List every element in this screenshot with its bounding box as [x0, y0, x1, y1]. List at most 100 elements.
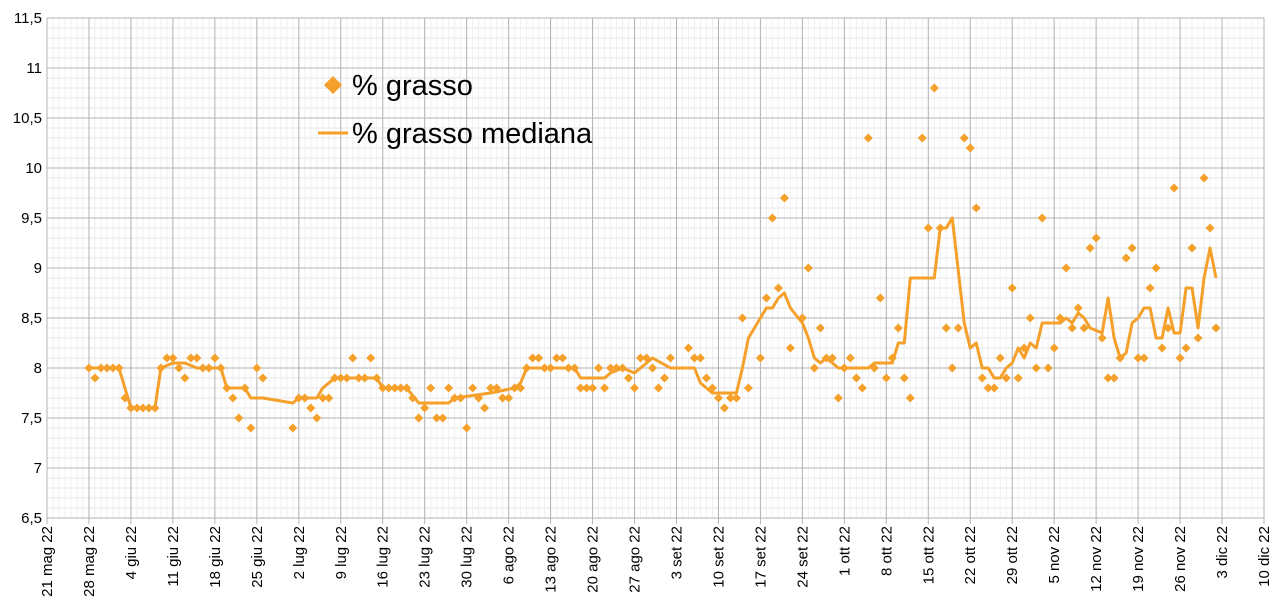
y-tick-label: 8,5	[21, 310, 42, 327]
scatter-point	[366, 353, 376, 363]
scatter-point	[779, 193, 789, 203]
scatter-point	[1193, 333, 1203, 343]
scatter-point	[941, 323, 951, 333]
x-tick-label: 5 nov 22	[1046, 526, 1063, 584]
scatter-point	[1211, 323, 1221, 333]
scatter-point	[318, 393, 328, 403]
y-tick-label: 11,5	[14, 10, 42, 27]
scatter-point	[510, 383, 520, 393]
scatter-point	[1097, 333, 1107, 343]
scatter-point	[462, 423, 472, 433]
x-tick-label: 29 ott 22	[1004, 526, 1021, 584]
scatter-series	[84, 83, 1221, 433]
x-tick-label: 27 ago 22	[627, 526, 644, 593]
scatter-point	[444, 383, 454, 393]
scatter-point	[450, 393, 460, 403]
scatter-point	[498, 393, 508, 403]
scatter-point	[354, 373, 364, 383]
scatter-point	[594, 363, 604, 373]
scatter-point	[707, 383, 717, 393]
scatter-point	[1145, 283, 1155, 293]
scatter-point	[186, 353, 196, 363]
y-axis-tick-labels: 6,5 7 7,5 8 8,5 9 9,5 10 10,5 11 11,5	[13, 10, 42, 527]
scatter-point	[1055, 313, 1065, 323]
scatter-point	[1013, 373, 1023, 383]
x-tick-label: 12 nov 22	[1088, 526, 1105, 592]
scatter-point	[659, 373, 669, 383]
scatter-point	[150, 403, 160, 413]
scatter-point	[576, 383, 586, 393]
y-tick-label: 9	[34, 260, 42, 277]
x-axis-ticks	[46, 518, 1265, 524]
scatter-point	[516, 383, 526, 393]
scatter-point	[1031, 363, 1041, 373]
scatter-point	[192, 353, 202, 363]
scatter-point	[923, 223, 933, 233]
scatter-point	[821, 353, 831, 363]
scatter-point	[1037, 213, 1047, 223]
scatter-point	[588, 383, 598, 393]
x-tick-label: 15 ott 22	[920, 526, 937, 584]
scatter-point	[258, 373, 268, 383]
scatter-point	[803, 263, 813, 273]
x-tick-label: 23 lug 22	[417, 526, 434, 588]
scatter-point	[474, 393, 484, 403]
scatter-point	[869, 363, 879, 373]
scatter-point	[1127, 243, 1137, 253]
x-tick-label: 16 lug 22	[375, 526, 392, 588]
scatter-point	[492, 383, 502, 393]
scatter-point	[618, 363, 628, 373]
scatter-point	[905, 393, 915, 403]
scatter-point	[402, 383, 412, 393]
scatter-point	[546, 363, 556, 373]
scatter-point	[797, 313, 807, 323]
scatter-point	[1109, 373, 1119, 383]
scatter-point	[174, 363, 184, 373]
scatter-point	[653, 383, 663, 393]
scatter-point	[246, 423, 256, 433]
scatter-point	[785, 343, 795, 353]
scatter-point	[564, 363, 574, 373]
scatter-point	[899, 373, 909, 383]
scatter-point	[731, 393, 741, 403]
scatter-point	[336, 373, 346, 383]
scatter-point	[1025, 313, 1035, 323]
scatter-point	[384, 383, 394, 393]
scatter-point	[414, 413, 424, 423]
scatter-point	[162, 353, 172, 363]
scatter-point	[665, 353, 675, 363]
scatter-point	[683, 343, 693, 353]
x-tick-label: 10 set 22	[710, 526, 727, 588]
scatter-point	[833, 393, 843, 403]
scatter-point	[1079, 323, 1089, 333]
scatter-point	[761, 293, 771, 303]
legend: % grasso % grasso mediana	[318, 70, 593, 150]
scatter-point	[600, 383, 610, 393]
scatter-point	[108, 363, 118, 373]
scatter-point	[138, 403, 148, 413]
scatter-point	[725, 393, 735, 403]
scatter-point	[294, 393, 304, 403]
scatter-point	[695, 353, 705, 363]
scatter-point	[324, 393, 334, 403]
scatter-point	[1205, 223, 1215, 233]
x-tick-label: 26 nov 22	[1172, 526, 1189, 592]
scatter-point	[965, 143, 975, 153]
x-tick-label: 30 lug 22	[459, 526, 476, 588]
scatter-point	[420, 403, 430, 413]
scatter-point	[216, 363, 226, 373]
scatter-point	[1103, 373, 1113, 383]
scatter-point	[929, 83, 939, 93]
scatter-point	[755, 353, 765, 363]
scatter-point	[312, 413, 322, 423]
scatter-point	[204, 363, 214, 373]
y-tick-label: 7,5	[21, 410, 42, 427]
y-tick-label: 6,5	[21, 510, 42, 527]
x-tick-label: 2 lug 22	[291, 526, 308, 579]
y-tick-label: 10	[25, 160, 42, 177]
scatter-point	[390, 383, 400, 393]
scatter-point	[857, 383, 867, 393]
scatter-point	[348, 353, 358, 363]
scatter-point	[1067, 323, 1077, 333]
scatter-point	[971, 203, 981, 213]
